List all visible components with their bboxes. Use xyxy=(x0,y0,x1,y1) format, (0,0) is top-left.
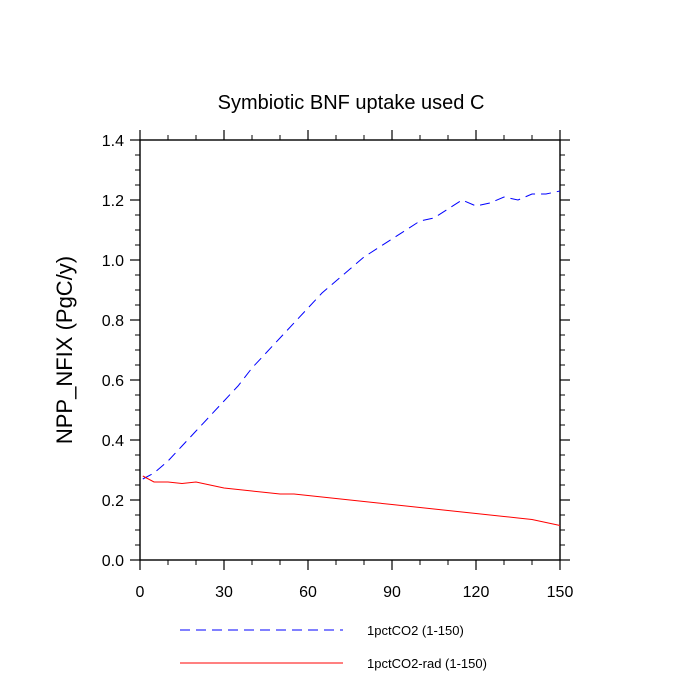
x-tick-label: 90 xyxy=(383,584,401,601)
legend-label-1: 1pctCO2 (1-150) xyxy=(367,623,464,638)
legend: 1pctCO2 (1-150) 1pctCO2-rad (1-150) xyxy=(180,623,487,671)
x-tick-label: 120 xyxy=(463,584,490,601)
y-tick-label: 0.2 xyxy=(102,493,124,510)
x-tick-label: 0 xyxy=(136,584,145,601)
x-tick-label: 30 xyxy=(215,584,233,601)
y-tick-label: 1.2 xyxy=(102,193,124,210)
y-tick-label: 1.4 xyxy=(102,133,124,150)
y-tick-label: 1.0 xyxy=(102,253,124,270)
x-tick-label: 150 xyxy=(547,584,574,601)
series-line-1 xyxy=(142,190,561,480)
plot-area: 0.0 0.2 0.4 0.6 0.8 1.0 1.2 1.4 0 30 60 90 120 150 xyxy=(102,130,574,601)
y-tick-label: 0.8 xyxy=(102,313,124,330)
y-tick-label: 0.6 xyxy=(102,373,124,390)
y-axis-label: NPP_NFIX (PgC/y) xyxy=(52,256,77,444)
y-tick-label: 0.4 xyxy=(102,433,124,450)
series-line-2 xyxy=(142,475,561,526)
chart-title: Symbiotic BNF uptake used C xyxy=(218,92,485,114)
y-tick-label: 0.0 xyxy=(102,553,124,570)
x-tick-label: 60 xyxy=(299,584,317,601)
legend-label-2: 1pctCO2-rad (1-150) xyxy=(367,656,487,671)
plot-frame xyxy=(139,139,561,561)
